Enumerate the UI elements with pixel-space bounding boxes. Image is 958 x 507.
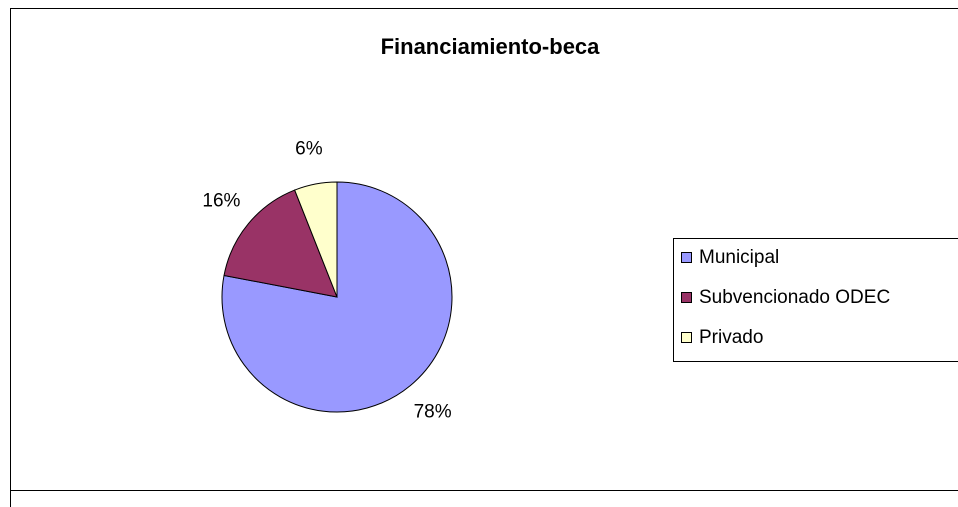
pie-slice — [223, 189, 338, 298]
legend-swatch — [681, 292, 692, 303]
chart-title: Financiamiento-beca — [381, 34, 601, 59]
data-label: 16% — [202, 190, 240, 211]
legend-box — [673, 238, 958, 362]
legend-label: Privado — [699, 327, 763, 348]
pie-slice — [294, 181, 338, 298]
data-label: 6% — [295, 139, 323, 160]
data-label: 78% — [414, 402, 452, 423]
legend-label: Subvencionado ODEC — [699, 287, 890, 308]
legend-label: Municipal — [699, 247, 779, 268]
legend-swatch — [681, 252, 692, 263]
legend-swatch — [681, 332, 692, 343]
